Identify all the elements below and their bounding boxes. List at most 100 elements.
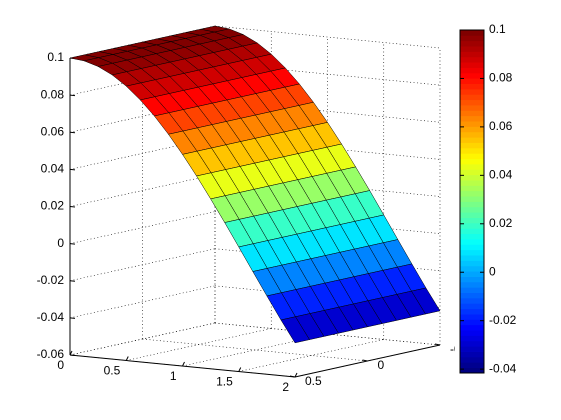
colorbar-swatch bbox=[460, 335, 484, 342]
colorbar-swatch bbox=[460, 271, 484, 277]
colorbar-swatch bbox=[460, 249, 484, 256]
x-grid-line bbox=[182, 333, 328, 367]
colorbar-swatch bbox=[460, 121, 484, 127]
colorbar-swatch bbox=[460, 174, 484, 181]
colorbar-swatch bbox=[460, 340, 484, 347]
y-tick-label: 0.5 bbox=[305, 374, 322, 388]
z-tick-label: 0.1 bbox=[47, 50, 64, 64]
colorbar-swatch bbox=[460, 314, 484, 320]
colorbar-swatch bbox=[460, 30, 484, 36]
colorbar-swatch bbox=[460, 51, 484, 58]
colorbar-swatch bbox=[460, 319, 484, 326]
colorbar-swatch bbox=[460, 142, 484, 149]
colorbar-tick-label: 0.08 bbox=[489, 71, 513, 85]
colorbar-swatch bbox=[460, 362, 484, 369]
colorbar-swatch bbox=[460, 244, 484, 251]
colorbar-swatch bbox=[460, 115, 484, 122]
z-tick bbox=[69, 317, 76, 319]
colorbar-swatch bbox=[460, 239, 484, 245]
colorbar-swatch bbox=[460, 324, 484, 331]
z-tick bbox=[69, 94, 76, 97]
z-tick bbox=[69, 168, 76, 171]
colorbar-tick-label: 0.04 bbox=[489, 168, 513, 182]
x-tick bbox=[238, 367, 242, 372]
z-tick-label: -0.04 bbox=[37, 310, 65, 324]
z-tick-label: 0.08 bbox=[41, 87, 65, 101]
colorbar-swatch bbox=[460, 40, 484, 47]
colorbar-swatch bbox=[460, 131, 484, 138]
z-tick-label: -0.02 bbox=[37, 273, 65, 287]
x-tick bbox=[294, 372, 298, 378]
colorbar-tick-label: 0.06 bbox=[489, 119, 513, 133]
colorbar-swatch bbox=[460, 297, 484, 304]
z-tick bbox=[69, 280, 76, 282]
colorbar-swatch bbox=[460, 356, 484, 363]
colorbar-swatch bbox=[460, 147, 484, 154]
colorbar-frame bbox=[459, 29, 485, 374]
colorbar-swatch bbox=[460, 185, 484, 192]
colorbar-swatch bbox=[460, 206, 484, 213]
z-tick bbox=[69, 131, 76, 134]
colorbar-swatch bbox=[460, 330, 484, 336]
colorbar-swatch bbox=[460, 260, 484, 267]
z-grid-line bbox=[69, 211, 216, 244]
colorbar-swatch bbox=[460, 153, 484, 160]
colorbar-tick-label: 0.02 bbox=[489, 216, 513, 230]
colorbar-tick-label: 0.1 bbox=[489, 22, 506, 36]
z-grid-line bbox=[69, 285, 216, 319]
colorbar-swatch bbox=[460, 303, 484, 310]
colorbar-swatch bbox=[460, 217, 484, 224]
colorbar-tick-label: 0 bbox=[489, 264, 496, 278]
colorbar-swatch bbox=[460, 346, 484, 352]
colorbar-swatch bbox=[460, 292, 484, 299]
colorbar-swatch bbox=[460, 56, 484, 63]
colorbar-swatch bbox=[460, 233, 484, 240]
x-tick bbox=[182, 361, 185, 367]
colorbar-swatch bbox=[460, 351, 484, 358]
colorbar-swatch bbox=[460, 35, 484, 42]
colorbar-swatch bbox=[460, 88, 484, 95]
z-grid-line bbox=[69, 99, 216, 133]
colorbar-swatch bbox=[460, 78, 484, 84]
x-tick-label: 2 bbox=[282, 380, 289, 394]
x-tick-label: 1.5 bbox=[216, 375, 233, 389]
colorbar-swatch bbox=[460, 281, 484, 288]
colorbar-swatch bbox=[460, 222, 484, 229]
colorbar-swatch bbox=[460, 72, 484, 79]
z-tick-label: -0.06 bbox=[37, 347, 65, 361]
colorbar-swatch bbox=[460, 180, 484, 186]
x-grid-line bbox=[238, 339, 384, 372]
colorbar-tick-label: -0.02 bbox=[489, 313, 517, 327]
colorbar-swatch bbox=[460, 196, 484, 202]
colorbar-swatch bbox=[460, 67, 484, 74]
y-tick bbox=[362, 359, 368, 362]
colorbar-swatch bbox=[460, 62, 484, 68]
z-tick-label: 0.04 bbox=[41, 162, 65, 176]
colorbar-swatch bbox=[460, 137, 484, 143]
colorbar-swatch bbox=[460, 287, 484, 294]
x-tick bbox=[125, 356, 129, 361]
colorbar-swatch bbox=[460, 201, 484, 208]
x-tick-label: 0.5 bbox=[104, 364, 121, 378]
colorbar-swatch bbox=[460, 110, 484, 117]
colorbar-swatch bbox=[460, 46, 484, 52]
x-tick bbox=[69, 350, 73, 356]
colorbar-tick-label: -0.04 bbox=[489, 361, 517, 375]
colorbar-swatch bbox=[460, 83, 484, 90]
z-tick bbox=[69, 354, 76, 356]
z-tick-label: 0 bbox=[57, 236, 64, 250]
z-tick-label: 0.02 bbox=[41, 199, 65, 213]
colorbar-swatch bbox=[460, 190, 484, 197]
colorbar-swatch bbox=[460, 99, 484, 106]
colorbar-swatch bbox=[460, 163, 484, 170]
colorbar-swatch bbox=[460, 265, 484, 272]
colorbar-swatch bbox=[460, 255, 484, 261]
x-tick-label: 1 bbox=[170, 369, 177, 383]
colorbar-swatch bbox=[460, 158, 484, 165]
y-tick-label: 0 bbox=[378, 358, 385, 372]
y-tick bbox=[289, 375, 296, 378]
z-tick bbox=[69, 206, 76, 208]
colorbar-swatch bbox=[460, 169, 484, 176]
colorbar-swatch bbox=[460, 126, 484, 133]
